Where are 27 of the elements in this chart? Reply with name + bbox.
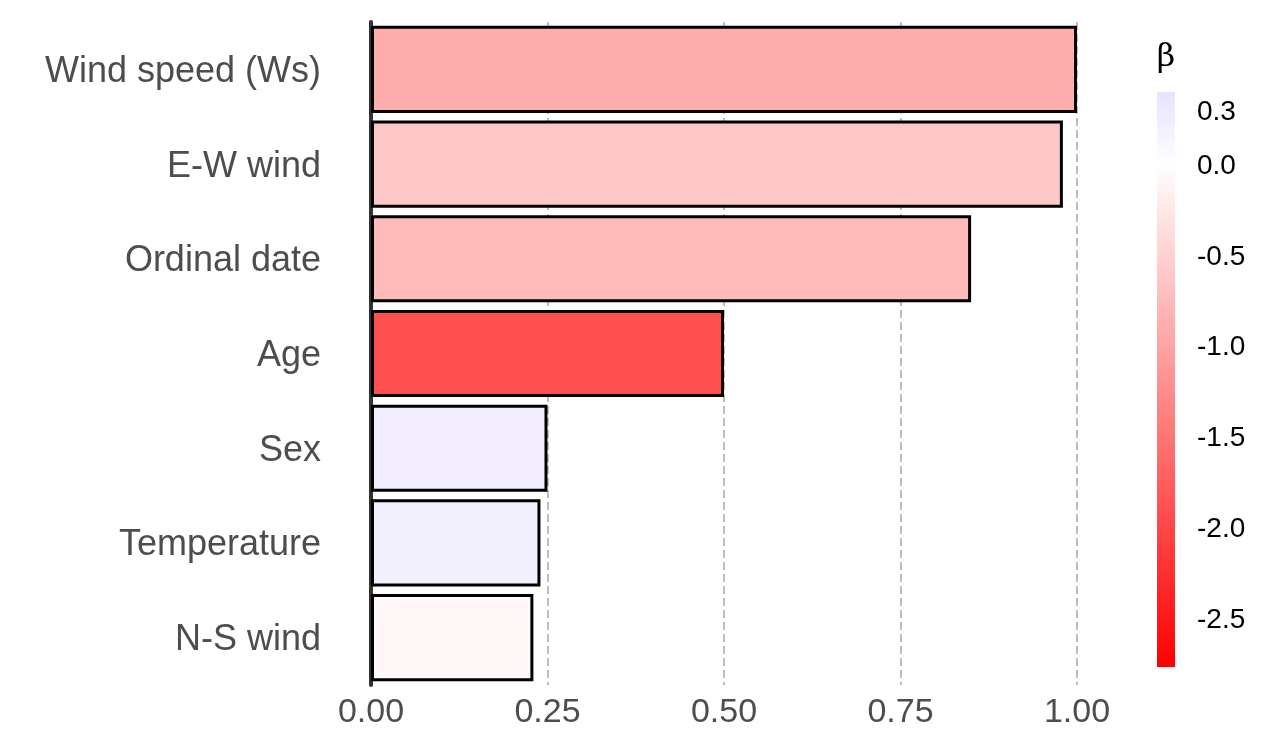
color-bar-label: -1.5 [1197, 421, 1246, 453]
x-tick-label: 1.00 [1043, 691, 1111, 729]
y-tick-label: Wind speed (Ws) [44, 48, 321, 90]
color-bar-label: -2.0 [1197, 511, 1246, 543]
color-bar-label: -2.5 [1197, 602, 1246, 634]
color-bar-label: -1.0 [1197, 330, 1246, 362]
x-tick-label: 0.50 [690, 691, 758, 729]
x-tick-label: 0.00 [337, 691, 405, 729]
bar [371, 594, 534, 682]
y-tick-label: Age [256, 333, 321, 374]
x-tick-label: 0.75 [867, 691, 934, 729]
bar [371, 215, 972, 303]
y-tick-label: E-W wind [166, 143, 321, 185]
color-bar-label: -0.5 [1197, 239, 1246, 271]
bar [371, 499, 541, 587]
bar [371, 25, 1077, 113]
color-bar-label: 0.3 [1197, 94, 1236, 126]
bar [371, 309, 724, 398]
y-tick-label: Ordinal date [124, 238, 321, 280]
y-tick-label: Temperature [118, 522, 321, 564]
x-tick-label: 0.25 [514, 691, 581, 729]
bar [371, 120, 1063, 208]
bar [371, 404, 548, 492]
color-bar-title: β [1156, 36, 1176, 74]
y-tick-label: Sex [258, 427, 321, 469]
y-tick-label: N-S wind [174, 617, 321, 659]
color-bar-label: 0.0 [1197, 149, 1236, 181]
